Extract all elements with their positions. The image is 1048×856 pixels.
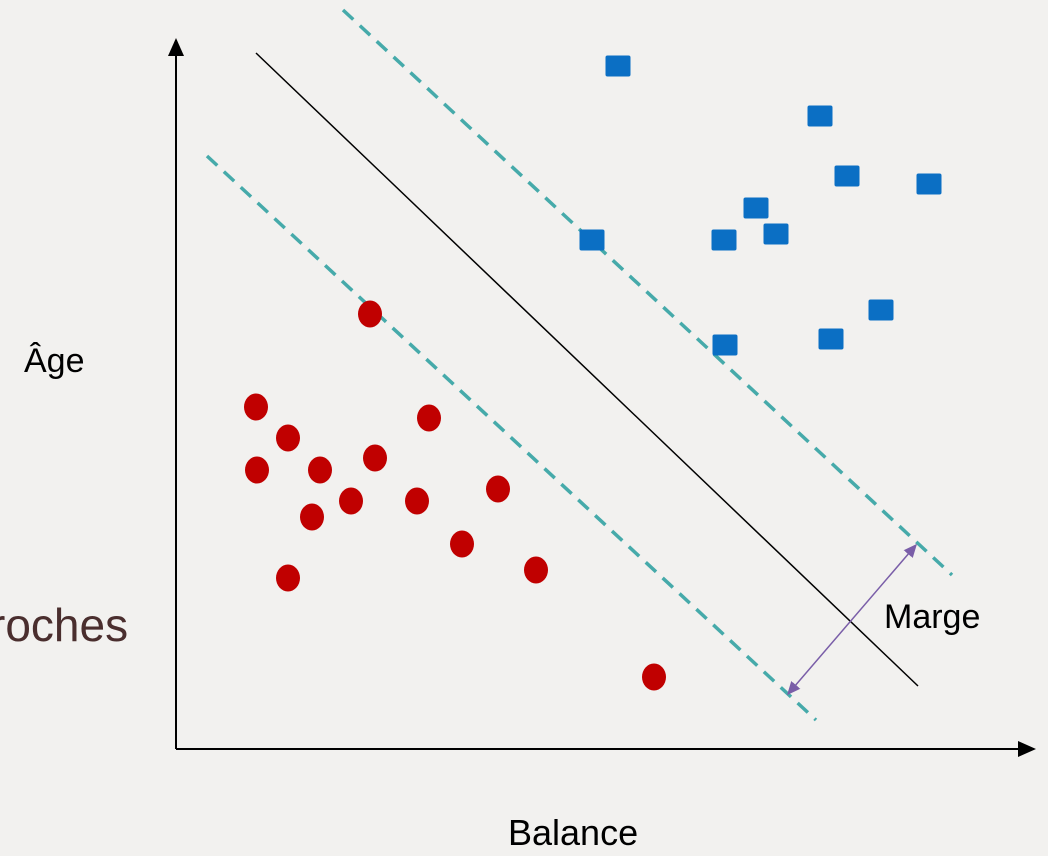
circle-point: [486, 475, 510, 503]
circle-point: [245, 456, 269, 484]
cut-off-text: roches: [0, 599, 129, 651]
square-point: [818, 328, 844, 350]
square-point: [916, 173, 942, 195]
square-point: [834, 165, 860, 187]
margin-label: Marge: [884, 598, 981, 636]
circle-point: [405, 487, 429, 515]
circle-point: [300, 503, 324, 531]
margin-arrow: [787, 543, 917, 696]
circle-point: [358, 300, 382, 328]
circle-point: [450, 530, 474, 558]
class-circle-points: [244, 300, 666, 691]
y-axis-label: Âge: [24, 342, 85, 380]
circle-point: [308, 456, 332, 484]
square-point: [763, 223, 789, 245]
lower-margin-line: [205, 154, 818, 722]
class-square-points: [579, 55, 942, 356]
circle-point: [417, 404, 441, 432]
circle-point: [524, 556, 548, 584]
circle-point: [642, 663, 666, 691]
x-axis-label: Balance: [508, 812, 639, 853]
upper-margin-line: [341, 8, 954, 577]
square-point: [605, 55, 631, 77]
circle-point: [363, 444, 387, 472]
square-point: [711, 229, 737, 251]
decision-boundary: [255, 52, 919, 687]
circle-point: [276, 424, 300, 452]
square-point: [743, 197, 769, 219]
square-point: [868, 299, 894, 321]
square-point: [807, 105, 833, 127]
circle-point: [339, 487, 363, 515]
square-point: [579, 229, 605, 251]
circle-point: [244, 393, 268, 421]
circle-point: [276, 564, 300, 592]
square-point: [712, 334, 738, 356]
